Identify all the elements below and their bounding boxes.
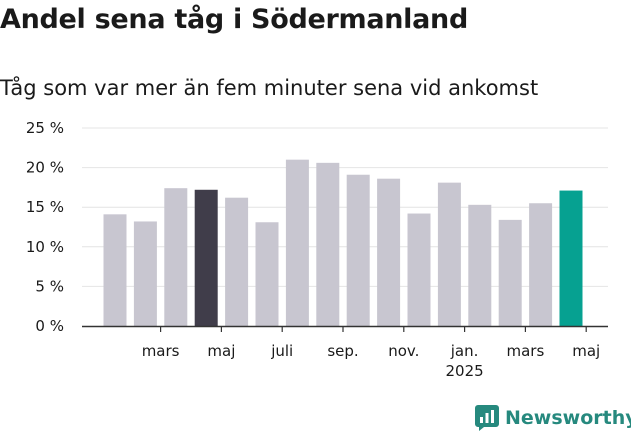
y-tick-label: 20 % xyxy=(26,159,64,177)
bar xyxy=(346,174,370,326)
x-tick-label: mars xyxy=(142,342,180,360)
bar xyxy=(468,204,492,326)
x-tick-label: maj xyxy=(207,342,235,360)
bar xyxy=(225,197,249,326)
bar xyxy=(164,188,188,326)
y-tick-label: 25 % xyxy=(26,119,64,137)
brand-footer: Newsworthy xyxy=(475,405,631,431)
bar xyxy=(194,189,218,326)
bar xyxy=(133,221,157,326)
bar-chart: 0 % 5 % 10 % 15 % 20 % 25 % mars maj juli sep. nov… xyxy=(26,119,608,380)
y-tick-label: 5 % xyxy=(35,277,64,295)
x-tick-label: jan. xyxy=(450,342,479,360)
bar xyxy=(103,214,127,326)
bar xyxy=(285,159,309,326)
bar xyxy=(529,203,553,326)
bar xyxy=(377,178,401,326)
x-tick-year-label: 2025 xyxy=(446,362,484,380)
bar xyxy=(407,213,431,326)
bar xyxy=(437,182,461,326)
x-tick-label: maj xyxy=(572,342,600,360)
bar xyxy=(316,162,340,326)
x-tick-label: nov. xyxy=(388,342,419,360)
chart-title: Andel sena tåg i Södermanland xyxy=(0,4,468,35)
y-tick-label: 15 % xyxy=(26,198,64,216)
bar xyxy=(559,190,583,326)
bar xyxy=(498,219,522,326)
brand-name: Newsworthy xyxy=(505,407,631,429)
x-tick-label: sep. xyxy=(327,342,358,360)
x-tick-label: juli xyxy=(270,342,293,360)
y-tick-label: 0 % xyxy=(35,317,64,335)
chart-subtitle: Tåg som var mer än fem minuter sena vid … xyxy=(0,76,539,100)
bar xyxy=(255,222,279,326)
newsworthy-logo-icon xyxy=(475,405,499,431)
y-tick-label: 10 % xyxy=(26,238,64,256)
x-tick-label: mars xyxy=(507,342,545,360)
